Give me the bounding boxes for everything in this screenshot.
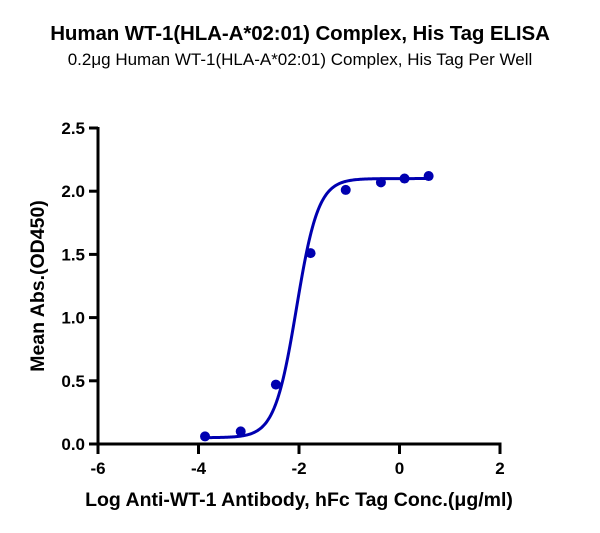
x-tick-label: 0 — [395, 459, 404, 478]
x-axis: -6 -4 -2 0 2 — [90, 442, 505, 478]
chart-title: Human WT-1(HLA-A*02:01) Complex, His Tag… — [50, 22, 550, 45]
y-tick-label: 2.5 — [61, 119, 85, 138]
data-point — [375, 177, 386, 188]
y-tick-label: 0.5 — [61, 372, 85, 391]
x-tick-label: -4 — [191, 459, 207, 478]
y-axis: 0.0 0.5 1.0 1.5 2.0 2.5 — [61, 119, 100, 454]
x-tick-label: -2 — [291, 459, 306, 478]
data-point — [305, 248, 316, 259]
y-tick-label: 1.5 — [61, 245, 85, 264]
y-axis-title: Mean Abs.(OD450) — [27, 200, 49, 372]
data-points — [200, 171, 434, 442]
x-tick-label: -6 — [90, 459, 105, 478]
data-point — [200, 431, 211, 442]
x-axis-title: Log Anti-WT-1 Antibody, hFc Tag Conc.(μg… — [85, 489, 513, 511]
data-point — [235, 426, 246, 437]
x-tick-label: 2 — [495, 459, 504, 478]
data-point — [399, 173, 410, 184]
data-point — [340, 184, 351, 195]
y-tick-label: 0.0 — [61, 435, 85, 454]
y-tick-label: 1.0 — [61, 309, 85, 328]
y-tick-label: 2.0 — [61, 182, 85, 201]
chart-subtitle: 0.2μg Human WT-1(HLA-A*02:01) Complex, H… — [67, 50, 533, 69]
data-point — [423, 171, 434, 182]
data-point — [270, 379, 281, 390]
fit-curve — [205, 177, 429, 440]
